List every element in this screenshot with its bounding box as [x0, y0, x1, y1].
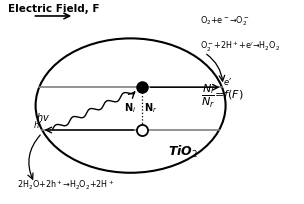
- Text: O$_2$+e$^-$→O$_2^-$: O$_2$+e$^-$→O$_2^-$: [200, 15, 249, 28]
- Text: $\mathbf{N}_i$: $\mathbf{N}_i$: [124, 100, 136, 114]
- Text: TiO$_2$: TiO$_2$: [168, 143, 198, 160]
- Text: O$_2^-$+2H$^+$+e$^\prime$→H$_2$O$_2$: O$_2^-$+2H$^+$+e$^\prime$→H$_2$O$_2$: [200, 39, 280, 53]
- Text: $\dfrac{N_i}{N_r}$=$f$($F$): $\dfrac{N_i}{N_r}$=$f$($F$): [201, 82, 244, 109]
- Text: e’: e’: [223, 78, 231, 87]
- Text: Electric Field, F: Electric Field, F: [8, 4, 99, 14]
- Text: $hv$: $hv$: [36, 111, 50, 123]
- Text: 2H$_2$O+2h$^+$→H$_2$O$_2$+2H$^+$: 2H$_2$O+2h$^+$→H$_2$O$_2$+2H$^+$: [17, 178, 115, 191]
- Text: h’: h’: [33, 120, 41, 129]
- Text: $\mathbf{N}_r$: $\mathbf{N}_r$: [144, 100, 157, 114]
